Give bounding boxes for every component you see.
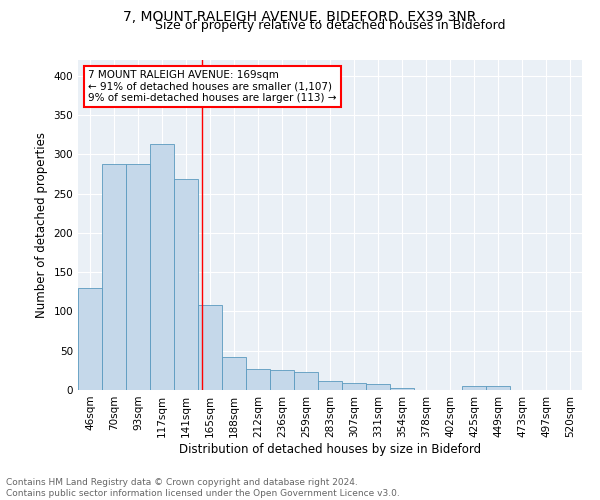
Bar <box>126 164 150 390</box>
Y-axis label: Number of detached properties: Number of detached properties <box>35 132 48 318</box>
Bar <box>462 386 486 390</box>
Text: Contains HM Land Registry data © Crown copyright and database right 2024.
Contai: Contains HM Land Registry data © Crown c… <box>6 478 400 498</box>
Bar <box>270 370 294 390</box>
Bar <box>102 164 126 390</box>
Bar <box>222 357 246 390</box>
Bar <box>318 382 342 390</box>
Bar <box>390 388 414 390</box>
Text: 7 MOUNT RALEIGH AVENUE: 169sqm
← 91% of detached houses are smaller (1,107)
9% o: 7 MOUNT RALEIGH AVENUE: 169sqm ← 91% of … <box>88 70 337 103</box>
Bar <box>342 383 366 390</box>
X-axis label: Distribution of detached houses by size in Bideford: Distribution of detached houses by size … <box>179 442 481 456</box>
Bar <box>78 288 102 390</box>
Bar <box>150 144 174 390</box>
Bar <box>486 386 510 390</box>
Bar <box>294 372 318 390</box>
Bar <box>174 180 198 390</box>
Text: 7, MOUNT RALEIGH AVENUE, BIDEFORD, EX39 3NR: 7, MOUNT RALEIGH AVENUE, BIDEFORD, EX39 … <box>124 10 476 24</box>
Bar <box>366 384 390 390</box>
Bar <box>198 305 222 390</box>
Bar <box>246 369 270 390</box>
Title: Size of property relative to detached houses in Bideford: Size of property relative to detached ho… <box>155 20 505 32</box>
